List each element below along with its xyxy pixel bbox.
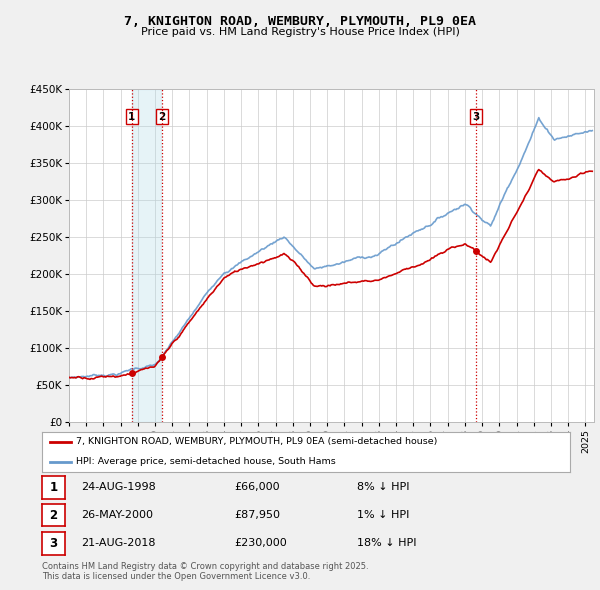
Text: HPI: Average price, semi-detached house, South Hams: HPI: Average price, semi-detached house,… — [76, 457, 336, 467]
Text: £87,950: £87,950 — [234, 510, 280, 520]
Text: 3: 3 — [49, 537, 58, 550]
Text: 2: 2 — [49, 509, 58, 522]
Text: 26-MAY-2000: 26-MAY-2000 — [81, 510, 153, 520]
Text: £230,000: £230,000 — [234, 539, 287, 548]
Text: Contains HM Land Registry data © Crown copyright and database right 2025.
This d: Contains HM Land Registry data © Crown c… — [42, 562, 368, 581]
Text: 18% ↓ HPI: 18% ↓ HPI — [357, 539, 416, 548]
Text: £66,000: £66,000 — [234, 483, 280, 492]
Text: Price paid vs. HM Land Registry's House Price Index (HPI): Price paid vs. HM Land Registry's House … — [140, 27, 460, 37]
Text: 1% ↓ HPI: 1% ↓ HPI — [357, 510, 409, 520]
Text: 1: 1 — [128, 112, 136, 122]
Text: 7, KNIGHTON ROAD, WEMBURY, PLYMOUTH, PL9 0EA: 7, KNIGHTON ROAD, WEMBURY, PLYMOUTH, PL9… — [124, 15, 476, 28]
Text: 7, KNIGHTON ROAD, WEMBURY, PLYMOUTH, PL9 0EA (semi-detached house): 7, KNIGHTON ROAD, WEMBURY, PLYMOUTH, PL9… — [76, 437, 437, 447]
Text: 2: 2 — [158, 112, 166, 122]
Text: 24-AUG-1998: 24-AUG-1998 — [81, 483, 156, 492]
Text: 1: 1 — [49, 481, 58, 494]
Text: 3: 3 — [472, 112, 479, 122]
Text: 21-AUG-2018: 21-AUG-2018 — [81, 539, 155, 548]
Text: 8% ↓ HPI: 8% ↓ HPI — [357, 483, 409, 492]
